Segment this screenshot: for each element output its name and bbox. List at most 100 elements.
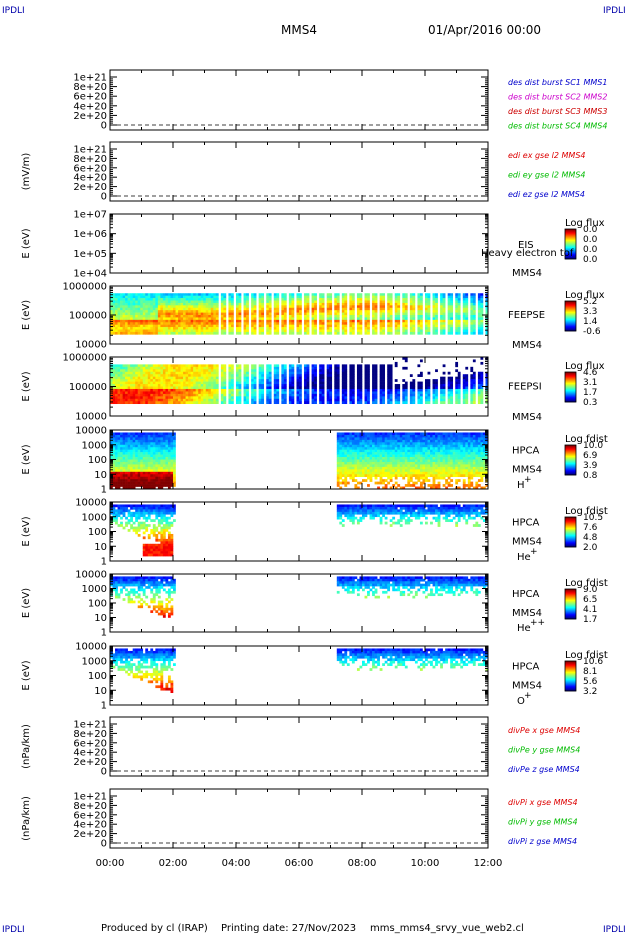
legend-entry: divPi y gse MMS4	[508, 818, 578, 827]
footer-script: mms_mms4_srvy_vue_web2.cl	[370, 923, 524, 934]
colorbar	[564, 228, 577, 260]
xtick-label: 10:00	[411, 858, 440, 869]
ytick-label: 10	[94, 686, 107, 697]
spacecraft-label: MMS4	[512, 608, 542, 619]
spectrogram-9	[110, 648, 489, 694]
y-axis-label: (nPa/km)	[21, 796, 32, 841]
ytick-label: 2e+20	[73, 111, 107, 122]
instrument-label: HPCA	[512, 662, 540, 673]
species-label: He	[517, 623, 531, 634]
legend: divPe x gse MMS4 divPe y gse MMS4 divPe z …	[508, 726, 580, 774]
panel-1: des dist burst SC1 MMS1 des dist burst SC…	[109, 69, 607, 131]
ytick-label: 1e+21	[73, 73, 107, 84]
colorbar-title: Log fdist	[565, 578, 608, 589]
y-axis-label: E (eV)	[21, 300, 32, 330]
spectrogram-7	[110, 504, 489, 557]
species-charge: +	[524, 691, 532, 701]
footer-produced-by: Produced by cl (IRAP)	[101, 923, 208, 934]
plot-title-datetime: 01/Apr/2016 00:00	[428, 23, 541, 37]
panel-8: ++	[109, 573, 577, 633]
colorbar-tick-label: -0.6	[583, 327, 601, 337]
colorbar	[564, 444, 577, 476]
ytick-label: 1	[101, 701, 107, 712]
spectrogram-5	[110, 357, 489, 405]
ytick-label: 1000	[82, 584, 107, 595]
spacecraft-label: MMS4	[512, 340, 542, 351]
colorbar-title: Log fdist	[565, 506, 608, 517]
species-charge: +	[530, 547, 538, 557]
spacecraft-label: MMS4	[512, 464, 542, 475]
plot-title-spacecraft: MMS4	[281, 23, 317, 37]
spacecraft-label: MMS4	[512, 268, 542, 279]
ytick-label: 1e+05	[73, 249, 107, 260]
ytick-label: 2e+20	[73, 757, 107, 768]
y-axis-label: E (eV)	[21, 516, 32, 546]
ytick-label: 0	[101, 121, 107, 132]
xtick-label: 02:00	[159, 858, 188, 869]
ytick-label: 100000	[69, 311, 107, 322]
panel-7: +	[109, 501, 577, 562]
legend-entry: des dist burst SC3 MMS3	[508, 107, 607, 116]
colorbar	[564, 516, 577, 548]
ytick-label: 1	[101, 485, 107, 496]
panel-3	[109, 213, 577, 274]
colorbar	[564, 300, 577, 332]
legend-entry: edi ey gse l2 MMS4	[508, 171, 586, 180]
legend-entry: des dist burst SC1 MMS1	[508, 78, 607, 87]
spectrogram-8	[110, 576, 489, 618]
colorbar-tick-label: 5.2	[583, 297, 597, 307]
ytick-label: 1000	[82, 440, 107, 451]
ytick-label: 100	[88, 599, 107, 610]
y-axis-label: E (eV)	[21, 371, 32, 401]
legend-entry: des dist burst SC2 MMS2	[508, 93, 607, 102]
colorbar	[564, 588, 577, 620]
ytick-label: 1e+06	[73, 229, 107, 240]
panel-5	[109, 356, 577, 417]
instrument-label: EIS	[518, 240, 534, 251]
ytick-label: 6e+20	[73, 92, 107, 103]
y-axis-label: (mV/m)	[21, 153, 32, 191]
y-axis-label: E (eV)	[21, 660, 32, 690]
colorbar-tick-label: 0.0	[583, 245, 598, 255]
ytick-label: 10	[94, 470, 107, 481]
colorbar-tick-label: 1.7	[583, 615, 597, 625]
legend-entry: divPe x gse MMS4	[508, 726, 580, 735]
ytick-label: 8e+20	[73, 82, 107, 93]
colorbar-tick-label: 2.0	[583, 543, 598, 553]
panel-4	[109, 285, 577, 345]
ytick-label: 100	[88, 455, 107, 466]
ytick-label: 1e+21	[73, 720, 107, 731]
colorbar-tick-label: 3.2	[583, 687, 597, 697]
legend: des dist burst SC1 MMS1 des dist burst SC…	[508, 78, 607, 131]
ytick-label: 1000000	[62, 353, 107, 364]
ytick-label: 4e+20	[73, 820, 107, 831]
ytick-label: 1000000	[62, 282, 107, 293]
ytick-label: 1000	[82, 656, 107, 667]
legend-entry: divPi z gse MMS4	[508, 837, 577, 846]
colorbar-tick-label: 1.4	[583, 317, 598, 327]
colorbar-tick-label: 4.6	[583, 368, 598, 378]
ytick-label: 4e+20	[73, 173, 107, 184]
panel-frame	[109, 788, 489, 849]
colorbar-tick-label: 4.8	[583, 533, 598, 543]
instrument-label: FEEPSE	[508, 310, 545, 321]
footer-printing-date: Printing date: 27/Nov/2023	[221, 923, 356, 934]
ytick-label: 10000	[75, 570, 107, 581]
corner-label-bl: IPDLI	[2, 925, 25, 934]
instrument-label: HPCA	[512, 518, 540, 529]
legend-entry: divPe z gse MMS4	[508, 765, 580, 774]
colorbar	[564, 660, 577, 692]
instrument-label: FEEPSI	[508, 381, 542, 392]
ytick-label: 1e+21	[73, 145, 107, 156]
colorbar-tick-label: 10.5	[583, 513, 603, 523]
species-charge: ++	[530, 618, 545, 628]
ytick-label: 10	[94, 542, 107, 553]
xtick-label: 08:00	[348, 858, 377, 869]
ytick-label: 10000	[75, 426, 107, 437]
ytick-label: 6e+20	[73, 163, 107, 174]
spectrogram-4	[110, 293, 489, 335]
panel-frame	[109, 716, 489, 777]
legend-entry: des dist burst SC4 MMS4	[508, 122, 607, 131]
ytick-label: 1	[101, 557, 107, 568]
